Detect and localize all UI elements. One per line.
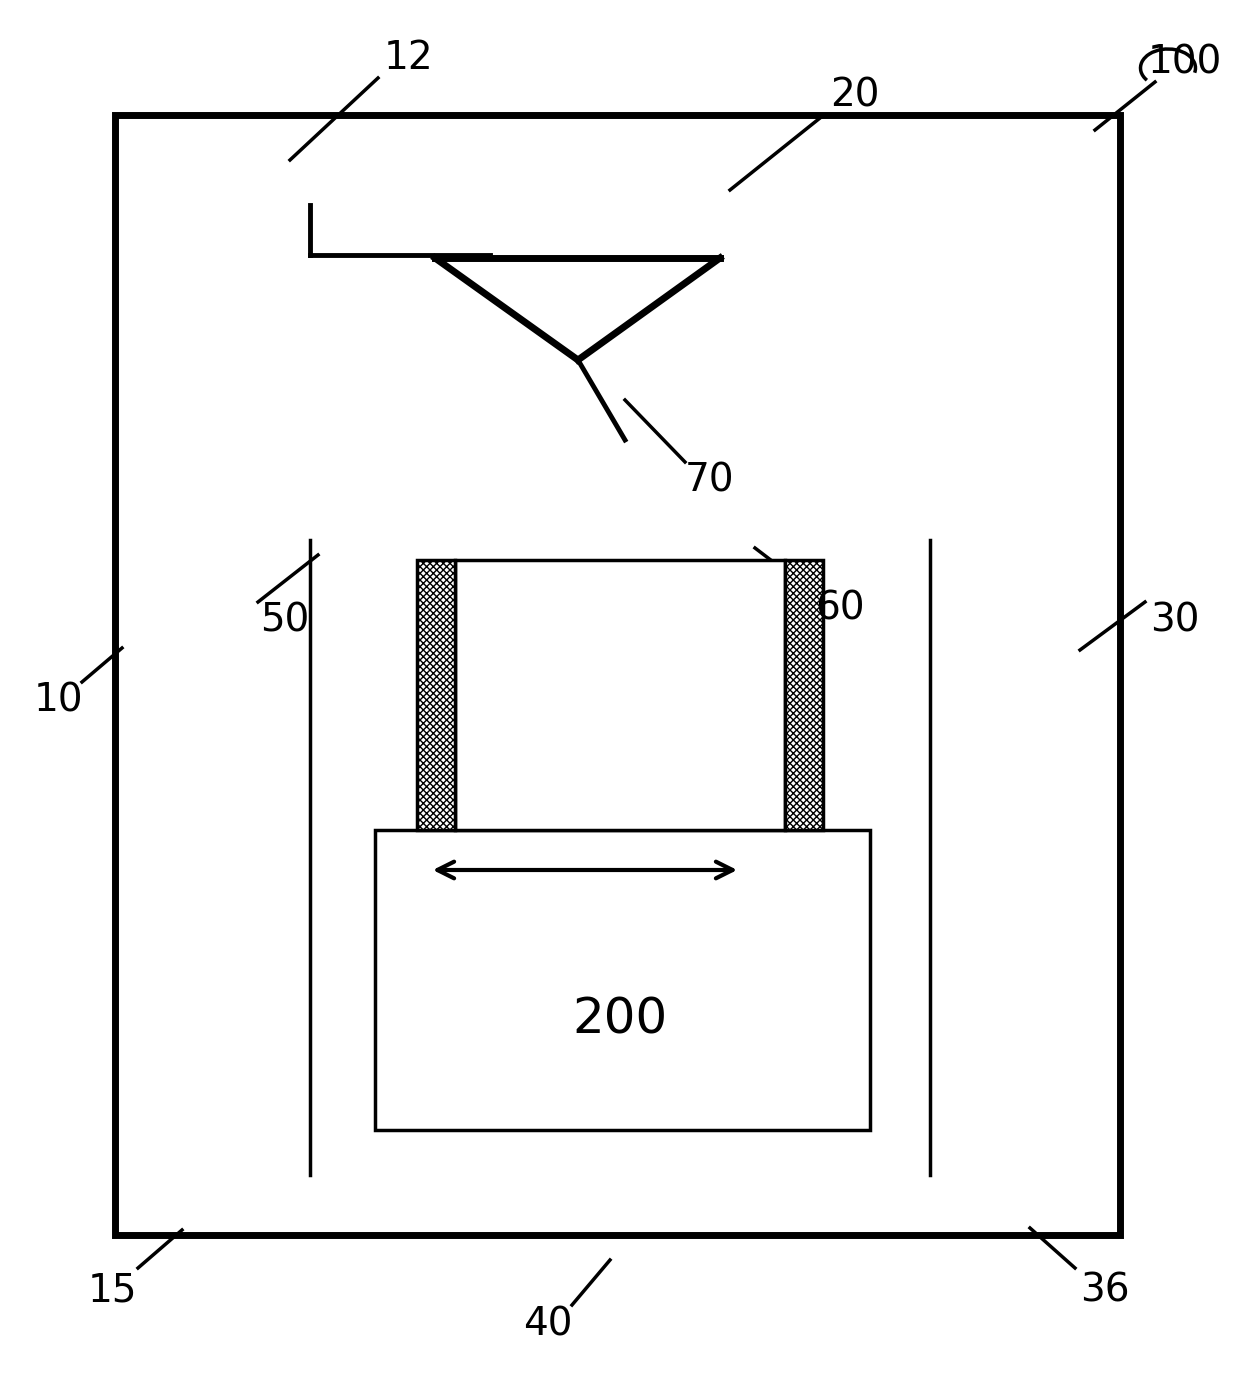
Text: 100: 100 bbox=[1148, 43, 1223, 81]
Text: 70: 70 bbox=[686, 461, 735, 499]
Bar bbox=[417, 560, 455, 830]
Text: 60: 60 bbox=[815, 589, 864, 627]
Text: 20: 20 bbox=[831, 76, 879, 114]
Text: 36: 36 bbox=[1080, 1271, 1130, 1309]
Bar bbox=[374, 830, 870, 1130]
Bar bbox=[785, 560, 823, 830]
Text: 12: 12 bbox=[383, 39, 433, 77]
Text: 15: 15 bbox=[87, 1271, 136, 1309]
Text: 30: 30 bbox=[1151, 601, 1200, 638]
Text: 50: 50 bbox=[260, 601, 310, 638]
Text: 40: 40 bbox=[523, 1306, 573, 1344]
Text: 200: 200 bbox=[573, 996, 667, 1044]
Bar bbox=[115, 116, 1120, 1236]
Bar bbox=[455, 560, 785, 830]
Text: 10: 10 bbox=[33, 681, 83, 720]
